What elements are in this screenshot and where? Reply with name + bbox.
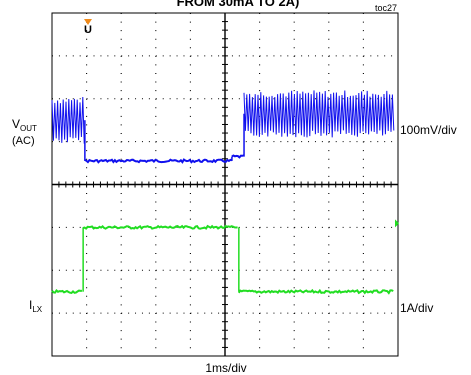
graticule	[51, 12, 399, 357]
ilx-trigger-marker	[395, 219, 399, 228]
vout-ac-label: (AC)	[12, 135, 35, 147]
chart-title: FROM 30mA TO 2A)	[177, 0, 300, 9]
vout-ripple	[243, 90, 395, 138]
vout-channel-label: VOUT	[12, 117, 37, 133]
ilx-level	[51, 289, 83, 294]
trigger-position-marker	[84, 19, 92, 25]
ilx-channel-label: ILX	[29, 298, 43, 314]
ilx-label-main: I	[29, 298, 32, 312]
ilx-level	[82, 224, 238, 230]
vout-scale-label: 100mV/div	[400, 123, 457, 137]
figure-id: toc27	[375, 3, 397, 13]
vout-label-sub: OUT	[20, 124, 37, 133]
vout-label-main: V	[12, 117, 20, 131]
vout-level	[84, 158, 233, 164]
vout-ripple	[51, 96, 85, 144]
ilx-label-sub: LX	[32, 305, 42, 314]
ilx-level	[237, 288, 394, 295]
time-scale-label: 1ms/div	[205, 361, 246, 375]
traces	[51, 19, 399, 295]
vout-level	[231, 154, 245, 159]
ilx-scale-label: 1A/div	[400, 301, 433, 315]
marker-glyph: U	[84, 24, 92, 36]
